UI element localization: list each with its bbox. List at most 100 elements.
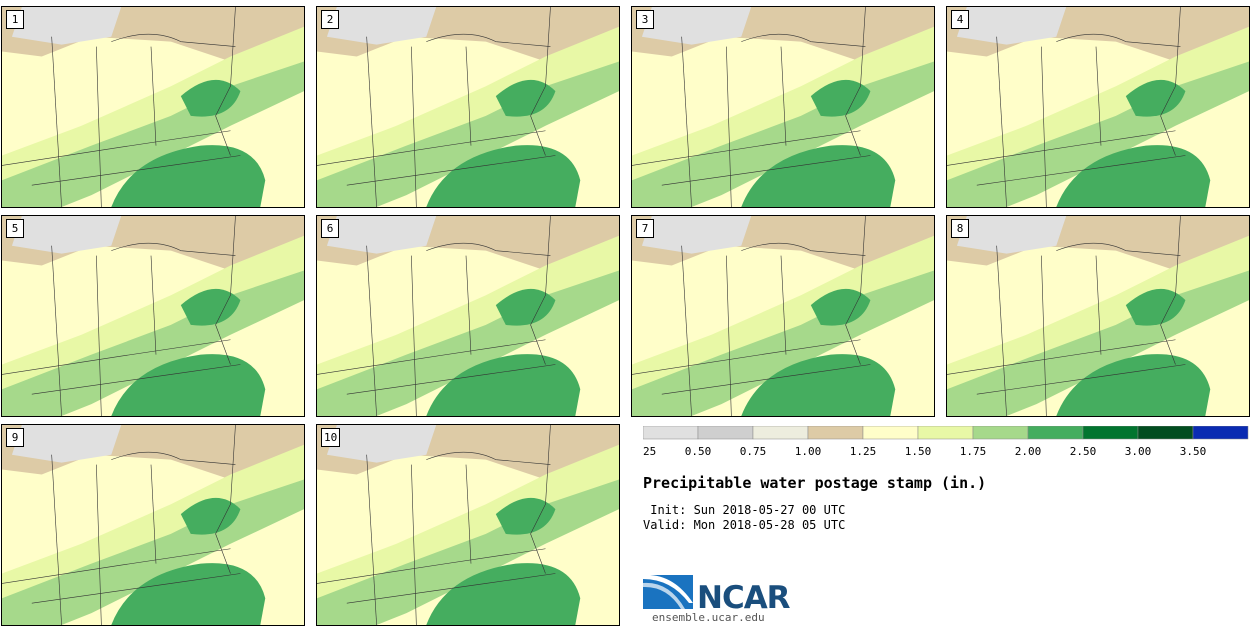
state-border bbox=[31, 155, 241, 186]
state-border bbox=[741, 34, 866, 47]
state-border bbox=[661, 155, 871, 186]
pw-contour-fill bbox=[810, 288, 871, 326]
state-border bbox=[411, 46, 417, 207]
pw-contour-fill bbox=[741, 354, 896, 416]
pw-contour-fill bbox=[180, 79, 241, 117]
chart-title: Precipitable water postage stamp (in.) bbox=[643, 474, 987, 492]
pw-contour-fill bbox=[426, 354, 581, 416]
stamp-panel-10: 10 bbox=[316, 424, 620, 626]
pw-contour-fill bbox=[810, 79, 871, 117]
colorbar-tick-label: 2.00 bbox=[1015, 445, 1042, 458]
colorbar-bin bbox=[1192, 426, 1249, 440]
pw-contour-fill bbox=[1056, 145, 1211, 207]
state-border bbox=[780, 255, 787, 355]
state-border bbox=[1056, 243, 1181, 256]
state-border bbox=[780, 46, 787, 146]
state-border bbox=[111, 452, 236, 465]
map-plot bbox=[632, 7, 934, 207]
colorbar-bin bbox=[972, 426, 1029, 440]
stamp-label: 5 bbox=[6, 219, 24, 238]
stamp-panel-6: 6 bbox=[316, 215, 620, 417]
pw-contour-fill bbox=[641, 216, 752, 254]
pw-contour-fill bbox=[180, 497, 241, 535]
colorbar-svg: 0.25 0.50 0.75 1.00 1.25 1.50 1.75 2.00 2.50 3.00… bbox=[643, 426, 1249, 458]
colorbar-tick-label: 2.50 bbox=[1070, 445, 1097, 458]
stamp-panel-3: 3 bbox=[631, 6, 935, 208]
pw-contour-fill bbox=[11, 216, 122, 254]
state-border bbox=[346, 573, 556, 604]
state-border bbox=[996, 36, 1007, 207]
colorbar-tick-label: 0.75 bbox=[740, 445, 767, 458]
colorbar-bin bbox=[1082, 426, 1139, 440]
pw-contour-fill bbox=[956, 216, 1067, 254]
stamp-panel-4: 4 bbox=[946, 6, 1250, 208]
state-border bbox=[465, 464, 472, 564]
state-border bbox=[996, 245, 1007, 416]
state-border bbox=[741, 243, 866, 256]
pw-contour-fill bbox=[495, 79, 556, 117]
stamp-panel-8: 8 bbox=[946, 215, 1250, 417]
pw-contour-fill bbox=[326, 425, 437, 463]
state-border bbox=[426, 452, 551, 465]
state-border bbox=[845, 7, 866, 156]
colorbar-tick-label: 3.50 bbox=[1180, 445, 1207, 458]
pw-contour-fill bbox=[326, 7, 437, 45]
state-border bbox=[426, 34, 551, 47]
state-border bbox=[150, 46, 157, 146]
state-border bbox=[51, 245, 62, 416]
state-border bbox=[366, 36, 377, 207]
state-border bbox=[632, 339, 861, 375]
state-border bbox=[1041, 46, 1047, 207]
state-border bbox=[1095, 46, 1102, 146]
state-border bbox=[31, 364, 241, 395]
state-border bbox=[530, 425, 551, 574]
logo-url: ensemble.ucar.edu bbox=[652, 611, 765, 624]
stamp-label: 1 bbox=[6, 10, 24, 29]
state-border bbox=[2, 548, 231, 584]
state-border bbox=[96, 255, 102, 416]
state-border bbox=[366, 245, 377, 416]
state-border bbox=[465, 255, 472, 355]
state-border bbox=[215, 7, 236, 156]
stamp-panel-2: 2 bbox=[316, 6, 620, 208]
stamp-label: 7 bbox=[636, 219, 654, 238]
state-border bbox=[215, 216, 236, 365]
state-border bbox=[111, 34, 236, 47]
pw-contour-fill bbox=[11, 7, 122, 45]
state-border bbox=[346, 155, 556, 186]
pw-contour-fill bbox=[426, 563, 581, 625]
state-border bbox=[150, 255, 157, 355]
state-border bbox=[726, 46, 732, 207]
state-border bbox=[661, 364, 871, 395]
map-plot bbox=[947, 216, 1249, 416]
colorbar-bin bbox=[1137, 426, 1194, 440]
state-border bbox=[317, 548, 546, 584]
pw-contour-fill bbox=[641, 7, 752, 45]
pw-contour-fill bbox=[741, 145, 896, 207]
state-border bbox=[366, 454, 377, 625]
state-border bbox=[2, 339, 231, 375]
state-border bbox=[845, 216, 866, 365]
state-border bbox=[681, 245, 692, 416]
state-border bbox=[1160, 7, 1181, 156]
state-border bbox=[411, 464, 417, 625]
stamp-label: 3 bbox=[636, 10, 654, 29]
map-plot bbox=[2, 216, 304, 416]
pw-contour-fill bbox=[1056, 354, 1211, 416]
colorbar-tick-label: 1.25 bbox=[850, 445, 877, 458]
valid-time: Valid: Mon 2018-05-28 05 UTC bbox=[643, 518, 846, 532]
state-border bbox=[96, 464, 102, 625]
colorbar-bin bbox=[752, 426, 809, 440]
colorbar-bin bbox=[1027, 426, 1084, 440]
state-border bbox=[465, 46, 472, 146]
state-border bbox=[411, 255, 417, 416]
map-plot bbox=[2, 7, 304, 207]
stamp-panel-9: 9 bbox=[1, 424, 305, 626]
stamp-label: 9 bbox=[6, 428, 24, 447]
state-border bbox=[215, 425, 236, 574]
state-border bbox=[317, 130, 546, 166]
state-border bbox=[1095, 255, 1102, 355]
pw-contour-fill bbox=[111, 145, 266, 207]
state-border bbox=[31, 573, 241, 604]
colorbar-bin bbox=[807, 426, 864, 440]
